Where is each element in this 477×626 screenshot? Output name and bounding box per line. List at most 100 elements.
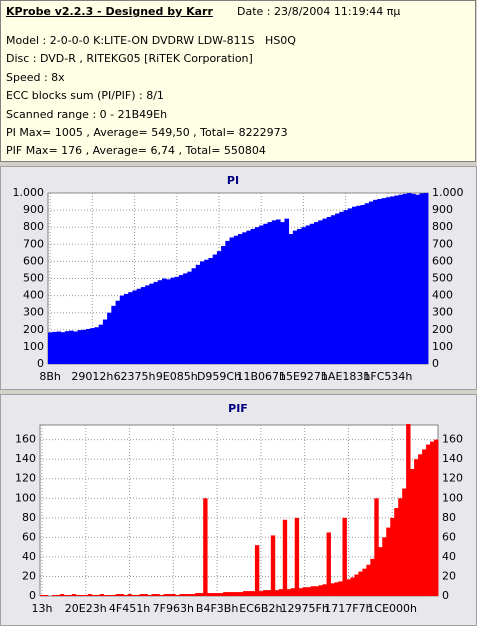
bar xyxy=(274,590,280,596)
y-tick-label: 300 xyxy=(23,306,44,319)
info-line: Disc : DVD-R , RITEKG05 [RiTEK Corporati… xyxy=(6,52,253,65)
bar xyxy=(386,527,391,596)
bar xyxy=(119,594,124,596)
bar xyxy=(350,577,355,596)
bar xyxy=(242,591,248,596)
bar xyxy=(147,595,152,596)
bar xyxy=(99,594,105,596)
info-panel: KProbe v2.2.3 - Designed by Karr Date : … xyxy=(0,0,476,162)
bar xyxy=(91,595,97,596)
bar xyxy=(124,293,129,364)
bar xyxy=(422,449,427,596)
bar xyxy=(411,193,416,364)
bar xyxy=(69,330,74,364)
bar xyxy=(123,595,128,596)
bar xyxy=(63,595,69,596)
bar xyxy=(200,261,205,364)
bar xyxy=(330,215,336,364)
bar xyxy=(310,586,316,596)
y-tick-label: 60 xyxy=(22,530,36,543)
bar xyxy=(263,223,268,364)
bar xyxy=(233,235,239,364)
bar xyxy=(419,193,425,364)
y-tick-label: 40 xyxy=(22,550,36,563)
bar xyxy=(301,227,306,364)
bar xyxy=(426,444,431,596)
bar xyxy=(423,193,429,364)
x-tick-label: 1AE183h xyxy=(321,370,370,383)
bar xyxy=(402,193,408,364)
bar xyxy=(187,271,192,364)
y-tick-label: 500 xyxy=(23,272,44,285)
bar xyxy=(77,330,83,364)
y2-tick-label: 1.000 xyxy=(432,186,464,199)
x-tick-label: 12975Fh xyxy=(281,602,329,615)
bar xyxy=(242,232,247,364)
bar xyxy=(415,194,420,364)
app-title: KProbe v2.2.3 - Designed by Karr xyxy=(6,5,213,18)
y2-tick-label: 200 xyxy=(432,323,453,336)
y2-tick-label: 20 xyxy=(442,569,456,582)
bar xyxy=(195,593,200,596)
x-tick-label: 1717F7h xyxy=(324,602,372,615)
bar xyxy=(398,194,404,364)
bar xyxy=(139,594,144,596)
bar xyxy=(199,593,204,596)
y2-tick-label: 60 xyxy=(442,530,456,543)
bar xyxy=(94,327,100,364)
bar xyxy=(163,594,168,596)
bar xyxy=(414,459,419,596)
x-tick-label: 1FC534h xyxy=(363,370,412,383)
bar xyxy=(127,594,132,596)
pif-chart: PIF 0 0 20 20 40 40 60 60 80 80 100 100 120 120 140 140 1… xyxy=(0,394,477,626)
y2-tick-label: 0 xyxy=(442,589,449,602)
bar xyxy=(143,594,148,596)
bar xyxy=(119,295,125,364)
info-line: Model : 2-0-0-0 K:LITE-ON DVDRW LDW-811S… xyxy=(6,34,296,47)
x-tick-label: 15E927h xyxy=(279,370,328,383)
x-tick-label: 1CE000h xyxy=(367,602,417,615)
bar xyxy=(297,228,302,364)
bar xyxy=(246,591,252,596)
bar xyxy=(258,591,264,596)
bar xyxy=(216,251,222,364)
bar xyxy=(171,594,176,596)
y-tick-label: 100 xyxy=(23,340,44,353)
bar xyxy=(356,205,361,364)
bar xyxy=(195,264,201,364)
bar xyxy=(223,592,228,596)
y2-tick-label: 700 xyxy=(432,237,453,250)
bar xyxy=(298,588,304,596)
y2-tick-label: 100 xyxy=(432,340,453,353)
bar xyxy=(40,595,45,596)
bar xyxy=(382,537,387,596)
bar xyxy=(159,595,164,596)
date: Date : 23/8/2004 11:19:44 πμ xyxy=(237,5,401,18)
y2-tick-label: 300 xyxy=(432,306,453,319)
bar xyxy=(402,488,407,596)
bar xyxy=(208,257,214,364)
bar xyxy=(302,587,308,596)
bar xyxy=(81,329,87,364)
bar xyxy=(286,589,292,596)
bar xyxy=(342,517,347,596)
pi-chart: PI 0 0 100 100 200 200 300 300 400 400 500 500 600 600… xyxy=(0,166,477,390)
x-tick-label: 20E23h xyxy=(65,602,107,615)
bar xyxy=(368,201,374,364)
bar xyxy=(59,594,65,596)
bar xyxy=(55,595,61,596)
bar xyxy=(362,568,367,596)
y2-tick-label: 500 xyxy=(432,272,453,285)
bar xyxy=(73,331,78,364)
bar xyxy=(43,595,49,596)
bar xyxy=(271,220,277,364)
bar xyxy=(136,288,142,364)
bar xyxy=(326,216,332,364)
bar xyxy=(229,237,235,364)
bar xyxy=(394,508,399,596)
x-tick-label: 13h xyxy=(32,602,53,615)
bar xyxy=(179,594,184,596)
bar xyxy=(358,571,363,596)
bar xyxy=(306,587,312,596)
bar xyxy=(374,498,379,596)
